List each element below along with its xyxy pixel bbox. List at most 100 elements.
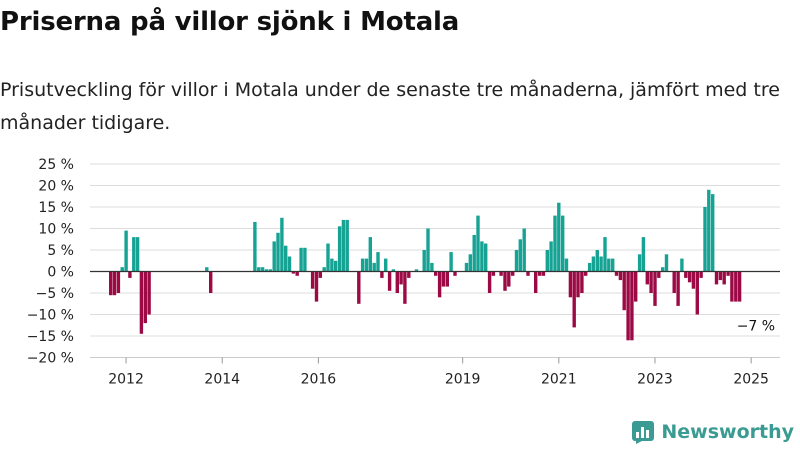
bar <box>330 258 334 272</box>
bar <box>372 262 376 272</box>
bar <box>414 269 419 272</box>
bar <box>272 241 276 272</box>
bar <box>641 237 646 272</box>
bar <box>135 237 140 272</box>
bar <box>468 254 472 272</box>
bar <box>680 258 684 272</box>
bar <box>384 258 388 272</box>
y-tick-label: 25 % <box>38 157 74 173</box>
brand-logo: Newsworthy <box>631 420 794 444</box>
bar <box>684 271 688 278</box>
bar <box>364 258 369 272</box>
bar <box>557 202 561 272</box>
bar <box>703 207 707 272</box>
bar <box>587 262 592 272</box>
bar <box>511 271 515 276</box>
bar <box>514 250 519 272</box>
last-value-annotation: −7 % <box>737 319 775 335</box>
bar <box>607 258 611 272</box>
bar <box>699 271 703 278</box>
bar <box>295 271 299 276</box>
bar <box>599 256 603 272</box>
bar-series <box>109 189 742 341</box>
bar <box>676 271 680 306</box>
bar <box>395 271 399 293</box>
bar <box>253 222 257 272</box>
bar <box>310 271 315 289</box>
y-tick-label: 15 % <box>38 200 74 216</box>
bar <box>487 271 492 293</box>
y-tick-label: 10 % <box>38 222 74 238</box>
bar <box>345 219 349 272</box>
y-tick-label: 20 % <box>38 179 74 195</box>
bar <box>391 269 396 272</box>
bar <box>341 219 346 272</box>
bar <box>522 228 526 272</box>
bar <box>472 235 476 272</box>
bar <box>526 271 530 276</box>
bar <box>268 269 272 272</box>
bar <box>584 271 588 276</box>
bar <box>399 271 403 285</box>
bar <box>334 260 338 272</box>
newsworthy-logo-icon <box>632 421 655 444</box>
bar <box>322 267 326 272</box>
bar <box>426 228 430 272</box>
bar <box>645 271 649 285</box>
bar <box>722 271 726 285</box>
bar <box>730 271 734 302</box>
bar <box>291 271 296 274</box>
x-tick-label: 2025 <box>733 372 769 388</box>
bar <box>132 237 136 272</box>
bar <box>714 271 719 285</box>
bar <box>143 271 147 324</box>
bar <box>553 215 557 272</box>
bar <box>491 271 496 276</box>
bar <box>634 271 638 302</box>
bar <box>537 271 542 276</box>
bar <box>387 271 392 291</box>
y-axis-ticks: 25 % 20 % 15 % 10 % 5 % 0 % −5 % −10 % −15 % −20 … <box>27 157 74 367</box>
bar <box>422 250 426 272</box>
y-tick-label: 5 % <box>47 243 74 259</box>
bar <box>116 271 121 293</box>
bar <box>664 254 669 272</box>
bar <box>591 256 596 272</box>
bar <box>257 267 261 272</box>
bar <box>407 271 411 278</box>
x-tick-label: 2023 <box>637 372 673 388</box>
bar <box>120 267 124 272</box>
bar <box>403 271 407 304</box>
grid-lines <box>90 163 780 358</box>
bar <box>726 271 730 276</box>
y-tick-label: −10 % <box>27 308 74 324</box>
bar <box>337 226 342 272</box>
bar <box>147 271 151 315</box>
bar <box>499 271 503 276</box>
bar <box>205 267 209 272</box>
x-axis-ticks: 2012 2014 2016 2019 2021 2023 2025 <box>108 357 769 388</box>
bar <box>441 271 446 287</box>
bar <box>484 243 488 272</box>
bar <box>357 271 361 304</box>
y-tick-label: −20 % <box>27 351 74 367</box>
bar <box>687 271 692 283</box>
bar <box>568 271 573 298</box>
bar <box>734 271 738 302</box>
bar <box>603 237 607 272</box>
bar <box>368 237 372 272</box>
bar <box>661 267 665 272</box>
bar <box>326 243 330 272</box>
bar <box>707 189 711 272</box>
bar <box>611 258 615 272</box>
bar <box>711 194 715 272</box>
bar <box>476 215 480 272</box>
bar <box>534 271 538 293</box>
bar <box>276 232 280 272</box>
bar <box>507 271 511 287</box>
bar <box>657 271 661 278</box>
bar <box>480 241 484 272</box>
bar <box>437 271 442 298</box>
bar <box>618 271 623 281</box>
bar <box>112 271 117 296</box>
